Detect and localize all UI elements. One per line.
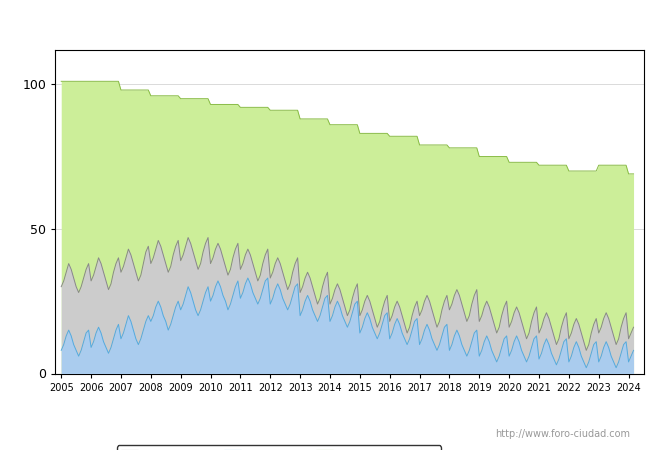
Text: Redecilla del Camino - Evolucion de la poblacion en edad de Trabajar Mayo de 202: Redecilla del Camino - Evolucion de la p… <box>77 17 573 30</box>
Text: http://www.foro-ciudad.com: http://www.foro-ciudad.com <box>495 429 630 439</box>
Legend: Ocupados, Parados, Hab. entre 16-64: Ocupados, Parados, Hab. entre 16-64 <box>116 446 441 450</box>
